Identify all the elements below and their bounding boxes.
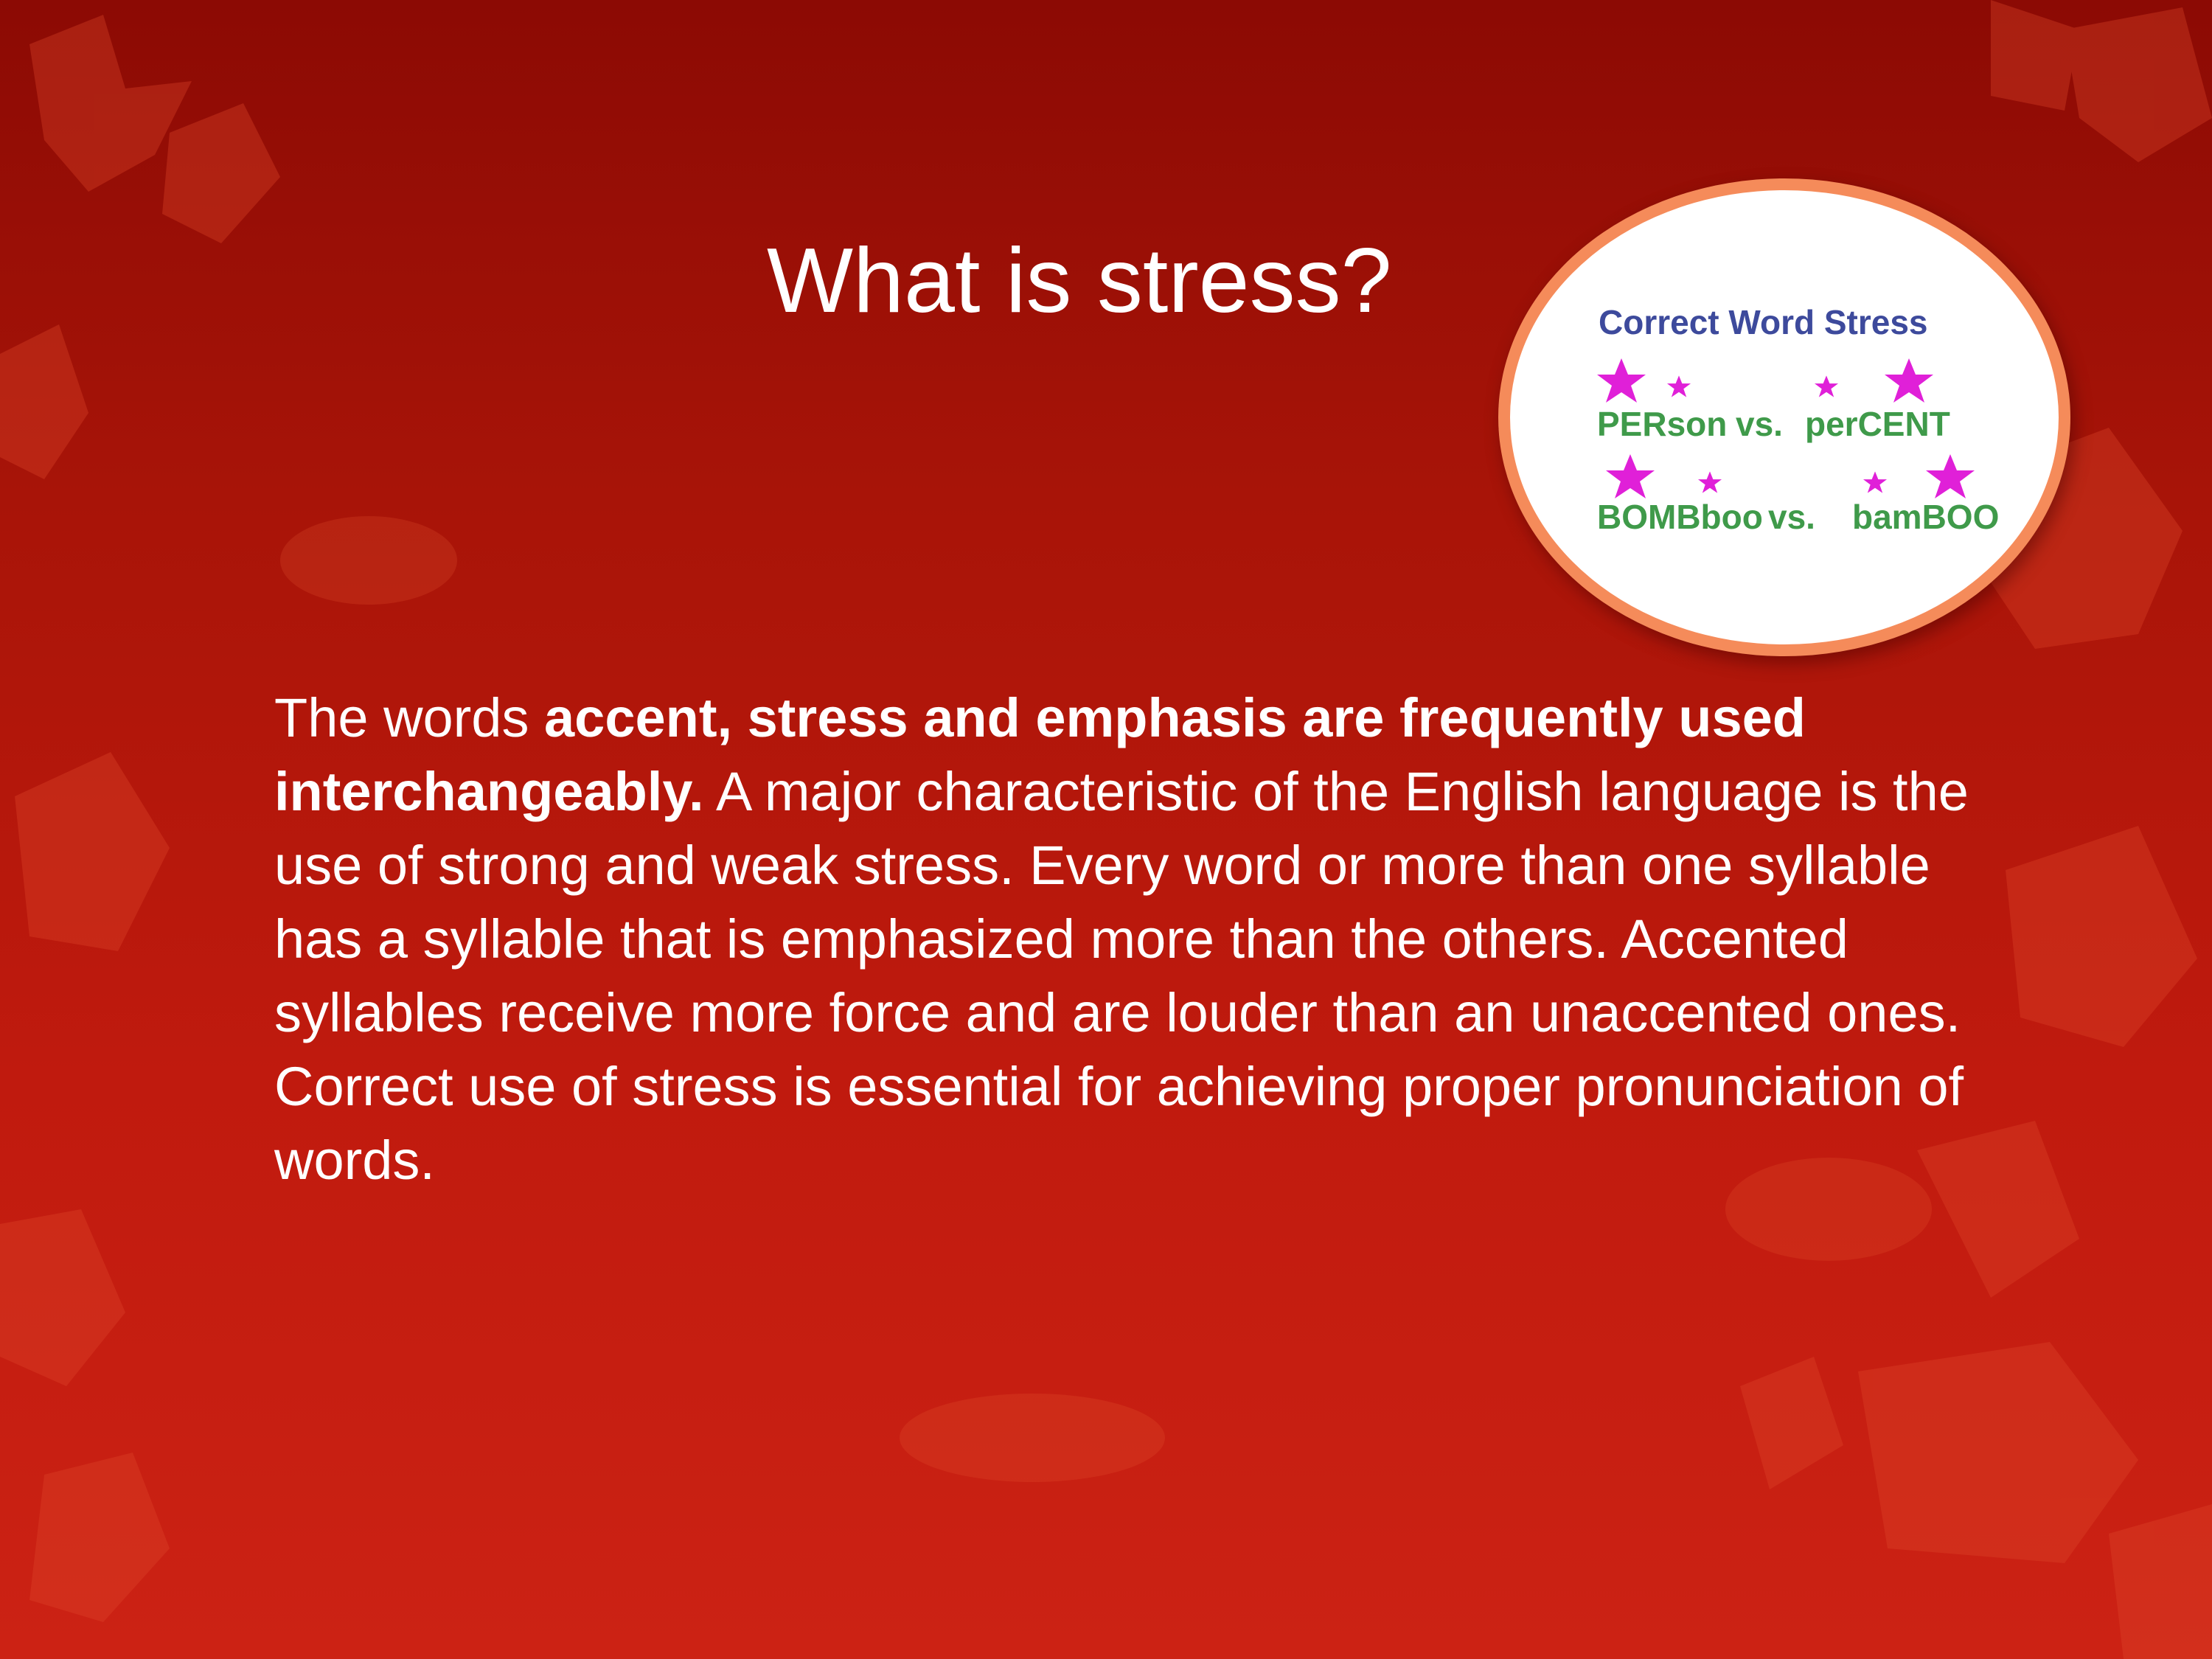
- paragraph-intro: The words: [274, 687, 545, 748]
- image-heading: Correct Word Stress: [1599, 303, 1928, 341]
- vs-label: vs.: [1768, 498, 1815, 536]
- slide-title: What is stress?: [767, 230, 1392, 332]
- word-percent: perCENT: [1805, 405, 1950, 443]
- word-stress-image: Correct Word Stress PERson vs. perCENT B…: [1498, 178, 2070, 656]
- stress-star-icon: [1885, 358, 1933, 403]
- body-paragraph: The words accent, stress and emphasis ar…: [274, 681, 1970, 1197]
- word-person: PERson: [1597, 405, 1728, 443]
- stress-star-icon: [1597, 358, 1646, 403]
- vs-label: vs.: [1736, 405, 1783, 443]
- paragraph-bold: accent, stress and emphasis are frequent…: [274, 687, 1806, 822]
- weak-dot-icon: [1697, 471, 1722, 493]
- weak-dot-icon: [1666, 375, 1691, 397]
- word-bombboo: BOMBboo: [1597, 498, 1763, 536]
- weak-dot-icon: [1863, 471, 1888, 493]
- weak-dot-icon: [1814, 375, 1839, 397]
- paragraph-rest: A major characteristic of the English la…: [274, 761, 1969, 1191]
- stress-star-icon: [1606, 454, 1655, 498]
- word-bamboo: bamBOO: [1852, 498, 2000, 536]
- body-text: The words accent, stress and emphasis ar…: [274, 681, 1970, 1197]
- stress-star-icon: [1926, 454, 1975, 498]
